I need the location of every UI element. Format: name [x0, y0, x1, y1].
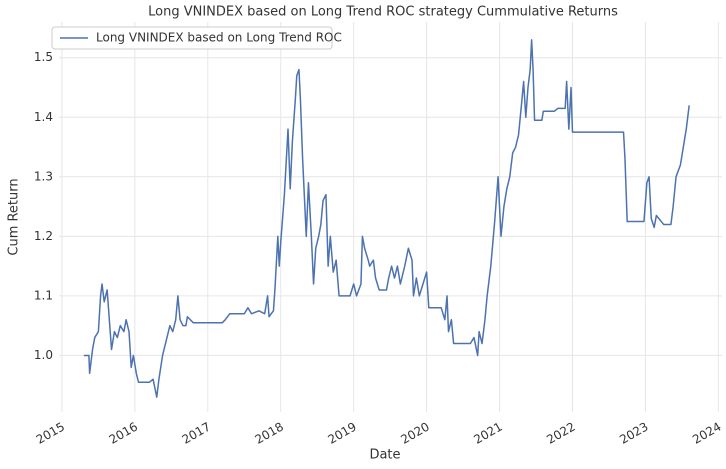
y-tick-label: 1.3: [34, 169, 53, 183]
y-tick-label: 1.1: [34, 288, 53, 302]
y-axis-label: Cum Return: [7, 178, 22, 255]
y-tick-label: 1.4: [34, 110, 53, 124]
legend-label: Long VNINDEX based on Long Trend ROC: [96, 31, 342, 45]
x-tick-label: 2018: [253, 420, 286, 447]
y-tick-label: 1.0: [34, 348, 53, 362]
y-tick-label: 1.5: [34, 50, 53, 64]
x-tick-label: 2016: [107, 420, 140, 447]
chart-title: Long VNINDEX based on Long Trend ROC str…: [148, 5, 618, 20]
x-axis-label: Date: [369, 448, 400, 463]
x-tick-label: 2019: [325, 420, 358, 447]
x-tick-label: 2022: [544, 420, 577, 447]
x-tick-label: 2020: [398, 420, 431, 447]
x-tick-label: 2024: [690, 420, 723, 447]
x-tick-label: 2023: [617, 420, 650, 447]
legend-box: [51, 26, 333, 50]
x-tick-label: 2017: [180, 420, 213, 447]
y-tick-label: 1.2: [34, 229, 53, 243]
x-tick-label: 2021: [471, 420, 504, 447]
line-series: [83, 39, 690, 398]
legend: Long VNINDEX based on Long Trend ROC: [51, 26, 342, 50]
x-tick-label: 2015: [34, 420, 67, 447]
